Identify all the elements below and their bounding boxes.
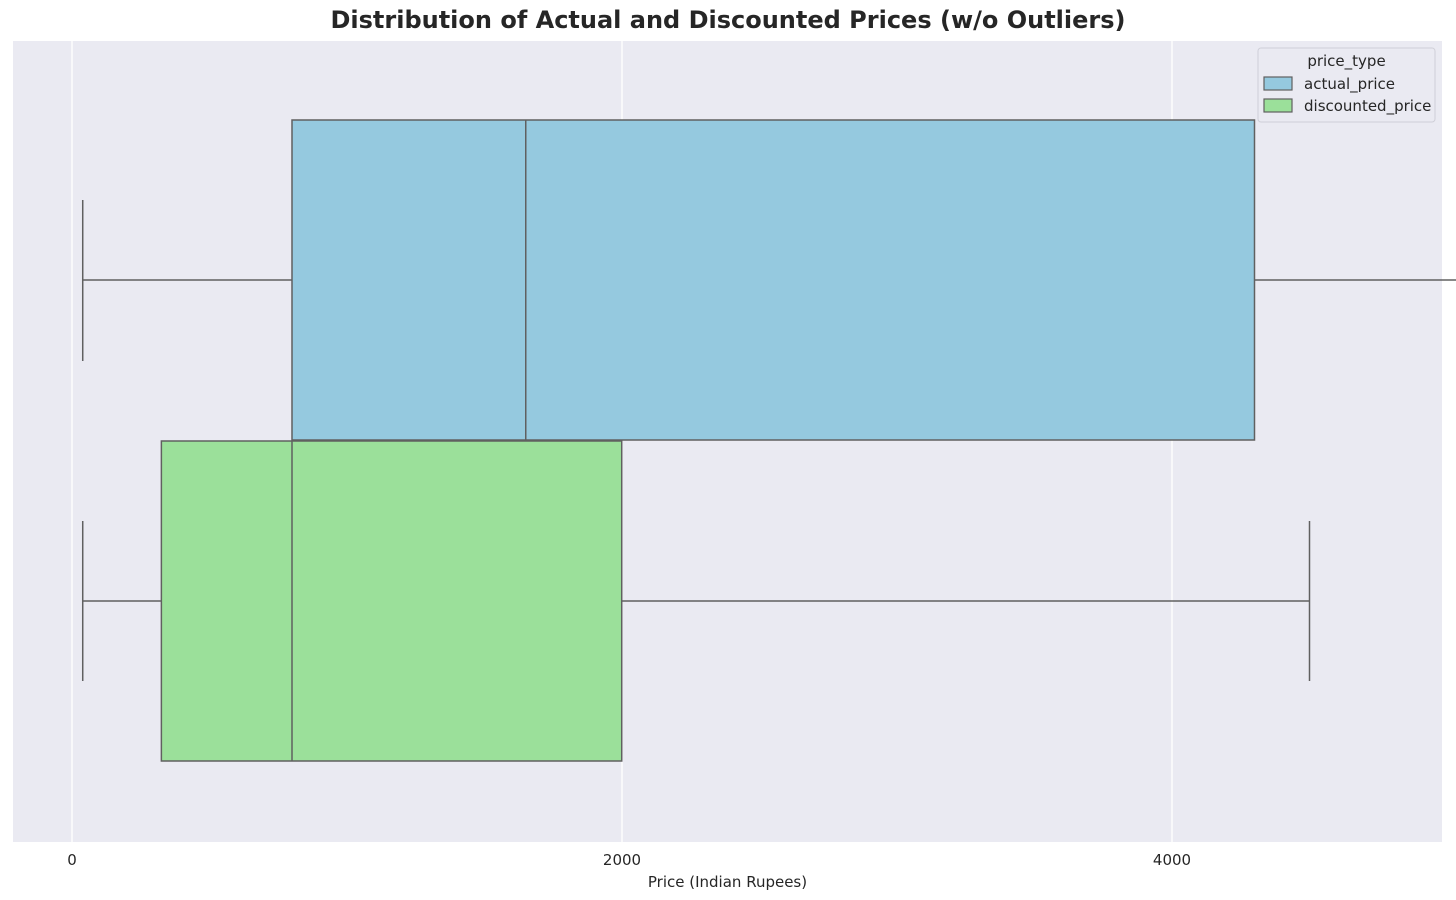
legend-swatch <box>1263 76 1293 91</box>
box-iqr <box>160 440 623 762</box>
legend-title: price_type <box>1307 52 1385 71</box>
box-iqr <box>291 119 1256 441</box>
x-tick-label: 2000 <box>603 851 641 869</box>
x-tick-labels: 02000400060008000 <box>67 851 1191 869</box>
legend-label: actual_price <box>1304 75 1395 94</box>
x-tick-label: 4000 <box>1153 851 1191 869</box>
box-plots <box>81 119 1456 762</box>
legend-label: discounted_price <box>1304 97 1431 116</box>
x-tick-label: 0 <box>67 851 77 869</box>
box-discounted-price <box>81 440 1311 762</box>
legend-swatch <box>1263 98 1293 113</box>
box-actual-price <box>81 119 1456 441</box>
legend-items: actual_price discounted_price <box>1263 75 1431 116</box>
chart-title: Distribution of Actual and Discounted Pr… <box>330 6 1126 34</box>
legend: price_type actual_price discounted_price <box>1257 47 1436 123</box>
legend-box <box>1257 47 1436 123</box>
x-axis-label: Price (Indian Rupees) <box>648 873 807 891</box>
